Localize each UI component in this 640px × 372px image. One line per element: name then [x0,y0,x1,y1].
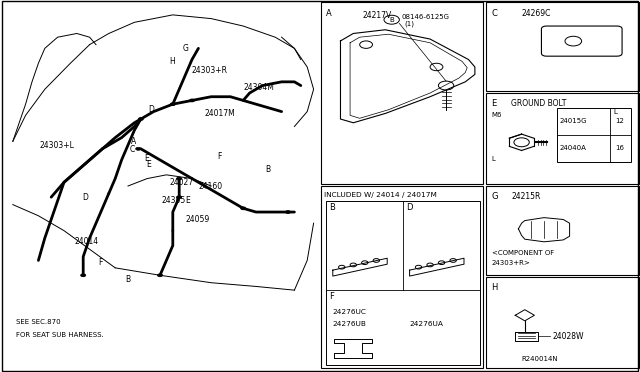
Text: 24303+R: 24303+R [192,66,228,75]
Text: M6: M6 [492,112,502,118]
Text: INCLUDED W/ 24014 / 24017M: INCLUDED W/ 24014 / 24017M [324,192,437,198]
Circle shape [285,211,291,214]
Bar [486,186,639,275]
Bar [321,2,483,184]
Circle shape [81,274,86,277]
Text: 24217V: 24217V [363,12,392,20]
Bar [486,277,639,368]
Text: 24014: 24014 [75,237,99,246]
Text: E: E [146,160,150,169]
Text: 24028W: 24028W [552,332,584,341]
Circle shape [138,118,143,121]
Text: FOR SEAT SUB HARNESS.: FOR SEAT SUB HARNESS. [16,332,104,338]
Text: 24160: 24160 [198,182,223,190]
Text: (1): (1) [404,21,415,28]
Text: G: G [182,44,188,53]
Text: 24027: 24027 [170,178,194,187]
Bar [557,108,631,162]
Text: B: B [389,17,394,23]
Circle shape [136,147,141,150]
Circle shape [177,196,182,199]
Text: 24040A: 24040A [560,145,587,151]
Text: 24269C: 24269C [522,9,551,17]
Text: A: A [326,9,332,17]
Text: E: E [186,196,190,205]
Text: L: L [613,109,617,115]
Bar [321,186,483,368]
Text: A: A [131,137,136,146]
Text: 24303+L: 24303+L [40,141,74,150]
Text: B: B [125,275,130,283]
Text: 24276UC: 24276UC [333,309,367,315]
Text: 08146-6125G: 08146-6125G [402,15,450,20]
Text: B: B [330,203,335,212]
Text: 24015G: 24015G [560,118,588,124]
Text: B: B [266,165,271,174]
Text: 24215R: 24215R [512,192,541,201]
Text: G: G [492,192,498,201]
Circle shape [189,99,195,102]
Bar [486,2,639,91]
Text: F: F [330,292,335,301]
Text: D: D [82,193,88,202]
Text: R240014N: R240014N [522,356,558,362]
Text: 24059: 24059 [186,215,210,224]
Circle shape [241,207,246,210]
Circle shape [177,177,182,180]
Text: H: H [492,283,498,292]
Circle shape [157,274,163,277]
Text: D: D [148,105,154,114]
Bar [486,93,639,184]
Text: 16: 16 [616,145,625,151]
Text: E: E [144,154,148,163]
Text: F: F [218,152,222,161]
Text: L: L [492,156,495,162]
Text: GROUND BOLT: GROUND BOLT [511,99,566,108]
Text: C: C [492,9,497,17]
Text: H: H [170,57,175,66]
Text: F: F [98,258,102,267]
Text: 24276UB: 24276UB [333,321,367,327]
Text: 12: 12 [616,118,624,124]
Text: <COMPONENT OF: <COMPONENT OF [492,250,554,256]
Bar [326,201,480,365]
Text: 24304M: 24304M [243,83,274,92]
Text: 24303+R>: 24303+R> [492,260,531,266]
Text: D: D [406,203,413,212]
Circle shape [170,103,175,106]
Text: 24305: 24305 [161,196,186,205]
Text: E: E [492,99,497,108]
Text: 24276UA: 24276UA [410,321,444,327]
Text: 24017M: 24017M [205,109,236,118]
Text: SEE SEC.870: SEE SEC.870 [16,319,61,325]
Text: C: C [130,145,135,154]
